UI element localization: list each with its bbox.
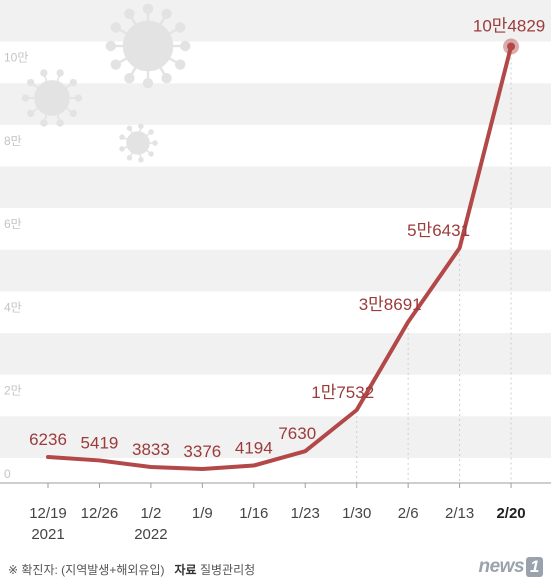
x-tick-label: 1/2 — [140, 505, 161, 522]
logo-text: news — [478, 556, 525, 577]
y-axis: 0 2만 4만 6만 8만 10만 — [4, 51, 28, 481]
news1-logo: news 1 — [478, 556, 543, 578]
grid-band — [0, 291, 551, 334]
series-line — [46, 44, 514, 471]
grid-band — [0, 124, 551, 167]
series-line-group — [46, 38, 520, 471]
grid-band — [0, 416, 551, 459]
grid-bands — [0, 0, 551, 483]
grid-band — [0, 0, 551, 42]
y-tick-label: 6만 — [4, 217, 22, 231]
x-tick-label: 2/13 — [445, 505, 474, 522]
x-tick-label: 1/9 — [192, 505, 213, 522]
year-label: 2022 — [134, 526, 167, 543]
footer-note-text: ※ 확진자: (지역발생+해외유입) — [8, 563, 165, 577]
x-tick-label: 12/26 — [81, 505, 119, 522]
data-label: 6236 — [29, 430, 67, 449]
grid-band — [0, 249, 551, 292]
virus-icon — [105, 3, 191, 89]
virus-icon — [119, 123, 158, 163]
logo-mark: 1 — [526, 557, 543, 577]
y-tick-label: 8만 — [4, 134, 22, 148]
data-label: 10만4829 — [473, 17, 545, 36]
virus-decoration — [21, 3, 191, 163]
data-label: 3376 — [183, 442, 221, 461]
data-label: 1만7532 — [311, 383, 374, 402]
x-tick-label: 2/6 — [398, 505, 419, 522]
virus-icon — [21, 69, 83, 127]
data-label: 3만8691 — [359, 295, 422, 314]
y-tick-label: 2만 — [4, 384, 22, 398]
grid-band — [0, 374, 551, 417]
x-tick-label: 1/23 — [291, 505, 320, 522]
x-tick-label: 1/16 — [239, 505, 268, 522]
x-tick-label: 1/30 — [342, 505, 371, 522]
grid-band — [0, 83, 551, 125]
data-label: 4194 — [235, 439, 273, 458]
grid-band — [0, 458, 551, 483]
source-label: 자료 — [174, 563, 197, 577]
data-labels: 6236 5419 3833 3376 4194 7630 1만7532 3만8691 5만64… — [29, 17, 545, 461]
last-point — [507, 42, 516, 51]
source-name: 질병관리청 — [199, 563, 256, 577]
footer-note: ※ 확진자: (지역발생+해외유입) 자료 질병관리청 — [8, 561, 255, 578]
grid-band — [0, 41, 551, 84]
data-label: 3833 — [132, 440, 170, 459]
y-tick-label: 10만 — [4, 51, 28, 65]
x-tick-label: 12/19 — [29, 505, 67, 522]
data-label: 7630 — [278, 424, 316, 443]
grid-band — [0, 166, 551, 209]
data-label: 5419 — [81, 433, 119, 452]
x-tick-label: 2/20 — [496, 505, 525, 522]
y-tick-label: 4만 — [4, 300, 22, 314]
data-label: 5만6431 — [407, 221, 470, 240]
y-tick-label: 0 — [4, 467, 11, 481]
year-label: 2021 — [31, 526, 64, 543]
x-axis: 12/19 2021 12/26 1/2 2022 1/9 1/16 1/23 1/30 2/6 2… — [29, 483, 526, 543]
guide-lines — [356, 52, 512, 483]
grid-band — [0, 333, 551, 375]
